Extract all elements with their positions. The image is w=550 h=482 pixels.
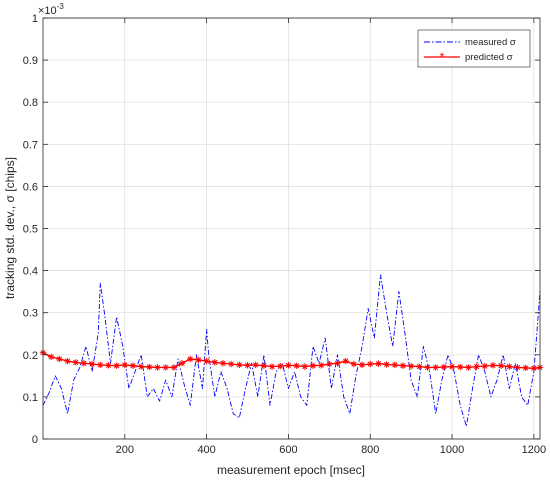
predicted-marker — [64, 357, 71, 365]
x-axis-label: measurement epoch [msec] — [217, 463, 365, 477]
predicted-marker — [367, 360, 374, 368]
y-tick-label: 1 — [32, 13, 38, 25]
predicted-marker — [113, 362, 120, 369]
y-tick-label: 0.7 — [23, 139, 38, 151]
predicted-marker — [203, 357, 210, 365]
predicted-marker — [187, 355, 194, 363]
predicted-marker — [219, 360, 227, 367]
predicted-marker — [72, 359, 79, 366]
predicted-marker — [399, 362, 407, 369]
y-tick-label: 0.4 — [23, 266, 38, 278]
x-tick-label: 200 — [116, 444, 134, 456]
y-axis-label: tracking std. dev., σ [chips] — [3, 157, 17, 299]
predicted-marker — [391, 361, 398, 369]
predicted-marker — [326, 360, 333, 368]
predicted-marker — [285, 362, 292, 369]
predicted-marker — [440, 363, 448, 371]
predicted-marker — [244, 362, 251, 369]
predicted-marker — [268, 363, 276, 370]
predicted-marker — [195, 356, 202, 364]
predicted-marker — [350, 360, 358, 368]
predicted-marker — [424, 364, 431, 371]
predicted-marker — [383, 361, 390, 368]
legend-box — [417, 29, 531, 68]
predicted-marker — [277, 362, 284, 370]
y-tick-label: 0.3 — [23, 308, 38, 320]
predicted-marker — [227, 360, 235, 368]
predicted-marker — [497, 362, 505, 369]
predicted-marker — [236, 361, 243, 369]
y-tick-label: 0.9 — [23, 55, 38, 67]
predicted-marker — [170, 364, 178, 371]
predicted-marker — [481, 362, 488, 370]
predicted-marker — [489, 362, 497, 369]
predicted-marker — [252, 361, 259, 369]
y-tick-label: 0.8 — [23, 97, 38, 109]
predicted-marker — [432, 364, 439, 371]
predicted-marker — [47, 353, 55, 361]
predicted-marker — [457, 363, 464, 371]
series-line-measured — [42, 274, 541, 427]
y-tick-label: 0 — [32, 434, 38, 446]
legend: measured σ * predicted σ — [417, 29, 531, 68]
predicted-marker — [465, 364, 472, 371]
y-tick-label: 0.1 — [23, 392, 38, 404]
predicted-marker — [154, 364, 161, 371]
predicted-marker — [522, 364, 529, 372]
x-tick-label: 1000 — [440, 444, 464, 456]
predicted-marker — [97, 361, 104, 369]
predicted-marker — [80, 360, 88, 367]
legend-label-predicted: predicted σ — [465, 52, 513, 63]
predicted-marker — [473, 363, 480, 370]
predicted-marker — [301, 363, 308, 370]
predicted-marker — [146, 363, 153, 371]
predicted-marker — [416, 363, 423, 370]
predicted-marker — [358, 361, 366, 369]
predicted-marker — [448, 363, 456, 370]
predicted-marker — [137, 363, 145, 370]
y-tick-label: 0.5 — [23, 224, 38, 236]
y-tick-label: 0.6 — [23, 181, 38, 193]
predicted-marker — [375, 360, 382, 367]
predicted-marker — [56, 355, 63, 363]
x-tick-label: 400 — [197, 444, 215, 456]
predicted-marker — [105, 362, 112, 369]
legend-label-measured: measured σ — [465, 37, 516, 48]
predicted-marker — [334, 360, 341, 367]
predicted-marker — [514, 364, 521, 371]
predicted-marker — [317, 362, 325, 369]
series-layer — [39, 274, 544, 427]
x-tick-label: 800 — [361, 444, 379, 456]
legend-marker-predicted: * — [440, 50, 445, 64]
y-exponent-label: ×10-3 — [38, 2, 64, 17]
y-tick-label: 0.2 — [23, 350, 38, 362]
ticks: 200 400 600 800 1000 1200 0 0.1 0.2 0.3 0.4 0.5 0.6 0… — [23, 13, 546, 456]
predicted-marker — [309, 362, 317, 369]
predicted-marker — [162, 364, 169, 371]
predicted-marker — [293, 362, 300, 369]
predicted-marker — [530, 365, 538, 372]
predicted-marker — [178, 360, 186, 367]
predicted-marker — [506, 363, 513, 370]
x-tick-label: 1200 — [522, 444, 546, 456]
predicted-marker — [129, 362, 137, 369]
predicted-marker — [260, 362, 268, 369]
predicted-marker — [342, 357, 349, 365]
predicted-marker — [121, 361, 129, 369]
predicted-marker — [211, 359, 219, 366]
x-tick-label: 600 — [279, 444, 297, 456]
predicted-marker — [407, 362, 415, 370]
predicted-marker — [88, 360, 96, 368]
